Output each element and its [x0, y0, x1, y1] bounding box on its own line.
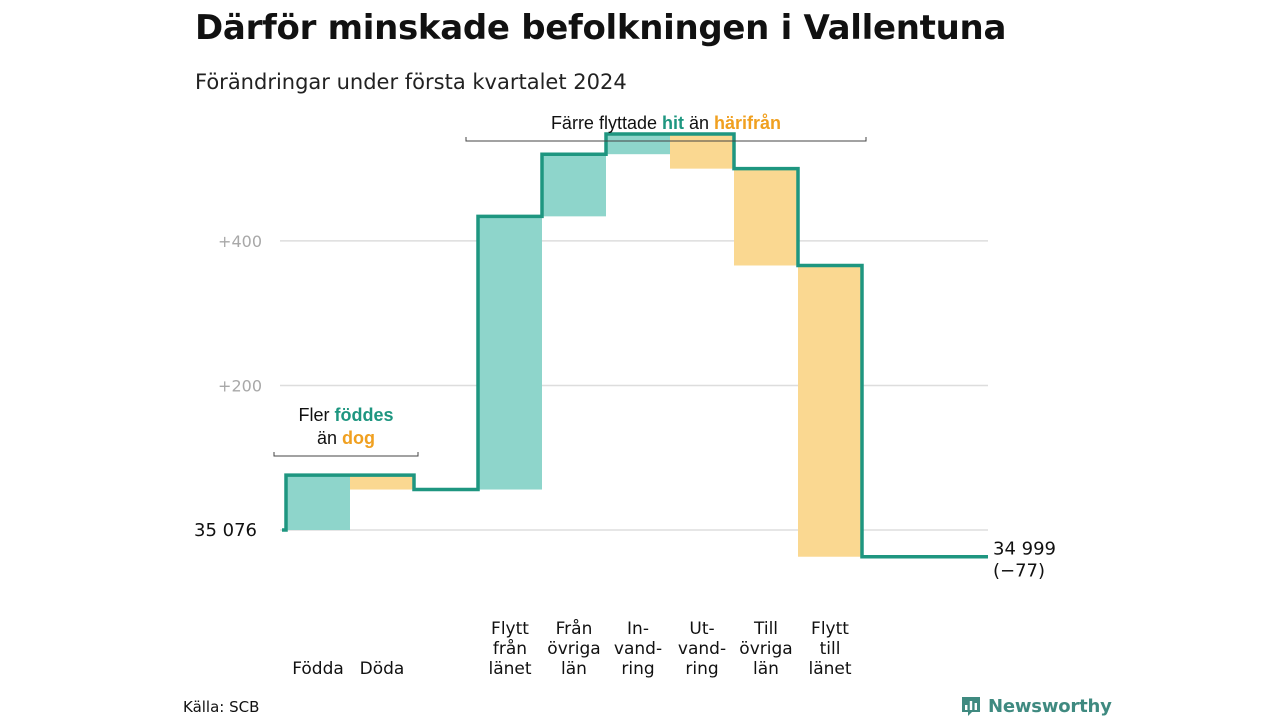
- chart-title: Därför minskade befolkningen i Vallentun…: [195, 8, 1007, 48]
- category-label: Till övriga län: [739, 619, 792, 679]
- category-label-line: Ut-: [689, 619, 714, 639]
- waterfall-bar: [350, 475, 414, 490]
- y-tick-label: +400: [218, 232, 262, 251]
- category-label-line: ring: [621, 659, 654, 679]
- category-label-line: ring: [685, 659, 718, 679]
- annotation-part: än: [684, 113, 714, 133]
- category-label-line: Döda: [360, 659, 405, 679]
- annotation-part: hit: [662, 113, 684, 133]
- category-label-line: län: [561, 659, 587, 679]
- brand-name: Newsworthy: [988, 695, 1112, 717]
- cumulative-line: [282, 132, 988, 559]
- annotation-part: än: [317, 428, 342, 448]
- category-label: Födda: [292, 659, 344, 679]
- category-label-line: Till: [753, 619, 778, 639]
- source-note: Källa: SCB: [183, 698, 260, 716]
- y-tick-label: +200: [218, 376, 262, 395]
- category-label: Flytt till länet: [808, 619, 851, 679]
- category-label: Från övriga län: [547, 618, 600, 679]
- category-label-line: till: [820, 639, 841, 659]
- change-value-label: (−77): [993, 561, 1045, 582]
- category-label-line: län: [753, 659, 779, 679]
- annotation-part: dog: [342, 428, 375, 448]
- annotation-part: härifrån: [714, 113, 781, 133]
- category-label-line: In-: [627, 619, 649, 639]
- category-label-line: länet: [488, 659, 531, 679]
- waterfall-bar: [478, 216, 542, 490]
- gridlines: +400 +200: [218, 232, 988, 531]
- category-label-line: vand-: [678, 639, 726, 659]
- waterfall-line: [282, 132, 988, 559]
- annotations: Fler föddes än dog Färre flyttade hit än h…: [273, 113, 867, 457]
- chart-subtitle: Förändringar under första kvartalet 2024: [195, 70, 627, 94]
- annotation-part: föddes: [334, 405, 393, 425]
- category-label-line: Flytt: [491, 619, 529, 639]
- category-label-line: Från: [556, 618, 593, 639]
- annotation-bracket: [273, 452, 419, 457]
- waterfall-bar: [798, 265, 862, 557]
- category-label-line: Flytt: [811, 619, 849, 639]
- category-label-line: från: [493, 638, 527, 659]
- category-label: Döda: [360, 659, 405, 679]
- newsworthy-logo: Newsworthy: [960, 693, 1112, 719]
- waterfall-bar: [734, 168, 798, 266]
- annotation-text: Fler föddes: [298, 405, 393, 425]
- waterfall-bars: [286, 133, 862, 557]
- annotation-text: Färre flyttade hit än härifrån: [551, 113, 781, 133]
- waterfall-bar: [606, 133, 670, 155]
- start-value-label: 35 076: [194, 520, 257, 541]
- category-label: In-vand-ring: [614, 619, 662, 679]
- category-label: Flytt från länet: [488, 619, 531, 679]
- annotation-bracket: [465, 137, 867, 142]
- annotation-text: än dog: [317, 428, 375, 448]
- category-label: Ut-vand-ring: [678, 619, 726, 679]
- category-label-line: Födda: [292, 659, 344, 679]
- category-label-line: övriga: [547, 639, 600, 659]
- category-label-line: övriga: [739, 639, 792, 659]
- annotation-part: Fler: [298, 405, 334, 425]
- annotation-part: Färre flyttade: [551, 113, 662, 133]
- category-label-line: länet: [808, 659, 851, 679]
- bar-chart-icon: [962, 697, 980, 716]
- end-value-label: 34 999: [993, 539, 1056, 560]
- waterfall-bar: [286, 475, 350, 530]
- waterfall-bar: [542, 154, 606, 217]
- category-label-line: vand-: [614, 639, 662, 659]
- waterfall-bar: [670, 133, 734, 169]
